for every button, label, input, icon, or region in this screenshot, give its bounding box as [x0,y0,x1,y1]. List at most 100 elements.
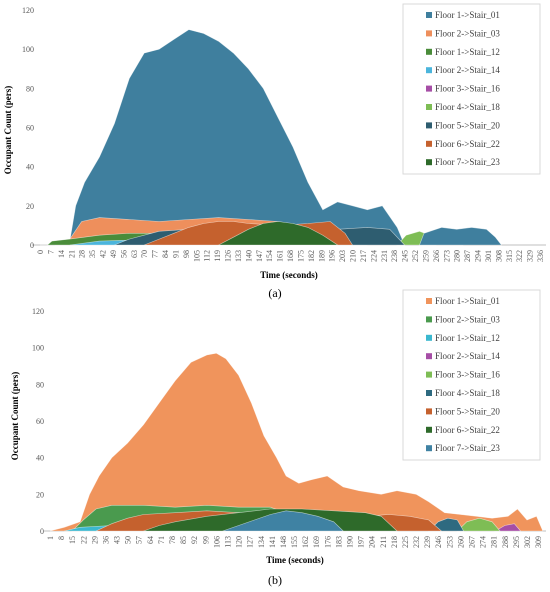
chart-a-x-tick-label: 91 [171,250,180,258]
chart-b-x-tick-label: 197 [357,536,366,548]
chart-b-legend-swatch [426,334,432,341]
chart-a-x-tick-label: 196 [328,250,337,262]
chart-a-x-tick-label: 294 [474,250,483,262]
chart-a-area-series-8 [218,221,339,246]
chart-b-x-tick-label: 36 [101,536,110,544]
chart-b-x-tick-label: 148 [279,536,288,548]
chart-a-x-tick-label: 147 [255,250,264,262]
chart-b-y-tick-label: 40 [36,454,44,463]
chart-b-x-tick-label: 99 [201,536,210,544]
chart-b-legend-label: Floor 2->Stair_14 [435,351,500,361]
chart-b-y-tick-label: 20 [36,490,44,499]
chart-b-x-tick-label: 50 [124,536,133,544]
chart-b-y-tick-label: 100 [32,344,44,353]
chart-b-y-tick-label: 80 [36,380,44,389]
chart-b-legend-swatch [426,445,432,452]
chart-b-x-tick-label: 204 [368,536,377,548]
chart-a-x-tick-label: 280 [453,250,462,262]
chart-b-x-tick-label: 106 [212,536,221,548]
chart-a-x-tick-label: 175 [296,250,305,262]
chart-a-area-series-0 [40,29,406,246]
chart-b-legend-label: Floor 3->Stair_16 [435,370,500,380]
chart-b-legend-box [402,289,541,461]
chart-a-legend: Floor 1->Stair_01 Floor 2->Stair_03 Floor … [402,3,541,175]
chart-b-y-tick-label: 120 [32,307,44,316]
chart-a-area-series-9 [419,227,503,246]
chart-a-x-tick-label: 252 [411,250,420,262]
chart-b-x-tick-label: 71 [157,536,166,544]
chart-b-legend-label: Floor 1->Stair_01 [435,296,500,306]
chart-a-legend-swatch [426,85,432,92]
chart-a-x-tick-label: 84 [161,250,170,258]
chart-b-x-tick-label: 183 [334,536,343,548]
chart-b-ylabel: Occupant Count (pers) [10,372,20,461]
chart-a-legend-box [402,3,541,175]
chart-b-x-tick-label: 176 [323,536,332,548]
chart-a-x-tick-label: 7 [46,250,55,254]
chart-b-legend-label: Floor 4->Stair_18 [435,388,500,398]
chart-a-legend-label: Floor 5->Stair_20 [435,120,500,130]
chart-a-x-tick-label: 70 [140,250,149,258]
chart-b-x-tick-label: 134 [257,536,266,548]
chart-a-x-tick-label: 168 [286,250,295,262]
chart-b-legend: Floor 1->Stair_01 Floor 2->Stair_03 Floor … [402,289,541,461]
chart-a-y-tick-label: 40 [26,163,34,172]
chart-a-x-tick-label: 105 [192,250,201,262]
chart-a-legend-label: Floor 3->Stair_16 [435,84,500,94]
chart-a-areas [40,29,503,246]
chart-a-x-tick-label: 224 [369,250,378,262]
chart-a-x-tick-label: 266 [432,250,441,262]
chart-a-x-tick-label: 126 [224,250,233,262]
chart-a-x-tick-label: 154 [265,250,274,262]
chart-a-legend-swatch [426,140,432,147]
chart-a-legend-label: Floor 1->Stair_01 [435,10,500,20]
chart-b-x-tick-label: 113 [223,536,232,548]
chart-a-legend-label: Floor 6->Stair_22 [435,139,500,149]
chart-b-x-tick-label: 43 [113,536,122,544]
chart-b-legend-swatch [426,298,432,304]
chart-a-x-tick-label: 231 [380,250,389,262]
chart-a-x-tick-label: 133 [234,250,243,262]
chart-a-caption: (a) [268,286,281,300]
chart-b-x-tick-label: 127 [246,536,255,548]
chart-b-y-ticks: 0 20 40 60 80 100 120 [32,307,44,536]
chart-a-x-tick-label: 336 [536,250,545,262]
chart-b-x-tick-label: 64 [146,536,155,544]
chart-a-y-tick-label: 0 [30,241,34,250]
chart-a-y-tick-label: 120 [22,6,34,15]
chart-b-x-tick-label: 274 [479,536,488,548]
chart-b-x-tick-label: 309 [534,536,543,548]
chart-a-legend-label: Floor 1->Stair_12 [435,47,500,57]
chart-b-area-series-4 [456,517,501,532]
chart-b-area-series-8 [222,510,344,532]
chart-b-x-tick-label: 218 [390,536,399,548]
chart-b-x-tick-label: 92 [190,536,199,544]
chart-a-x-tick-label: 301 [484,250,493,262]
chart-a-x-tick-label: 329 [526,250,535,262]
chart-a-x-tick-label: 287 [463,250,472,262]
chart-b-x-tick-label: 211 [379,536,388,548]
chart-a-x-tick-label: 63 [130,250,139,258]
chart-a-xlabel: Time (seconds) [260,270,318,280]
chart-b-legend-label: Floor 1->Stair_12 [435,333,500,343]
chart-b-x-tick-label: 225 [401,536,410,548]
chart-a-x-tick-label: 210 [349,250,358,262]
chart-b-x-tick-label: 22 [79,536,88,544]
chart-a-x-tick-label: 14 [57,250,66,258]
chart-b-x-tick-label: 141 [268,536,277,548]
chart-a-legend-swatch [426,67,432,74]
chart-a-legend-label: Floor 2->Stair_14 [435,65,500,75]
chart-b-x-tick-label: 85 [179,536,188,544]
chart-a-y-tick-label: 20 [26,202,34,211]
chart-b-x-tick-label: 295 [512,536,521,548]
chart-b-legend-swatch [426,316,432,323]
chart-a-x-tick-label: 112 [203,250,212,262]
chart-a-x-tick-label: 203 [338,250,347,262]
chart-b-area-series-0 [49,352,544,532]
chart-b-x-tick-label: 239 [423,536,432,548]
chart-b-legend-swatch [426,408,432,415]
chart-a-x-tick-label: 189 [317,250,326,262]
chart-a-x-tick-label: 77 [151,250,160,258]
chart-a-x-tick-label: 21 [67,250,76,258]
chart-a-y-tick-label: 100 [22,45,34,54]
